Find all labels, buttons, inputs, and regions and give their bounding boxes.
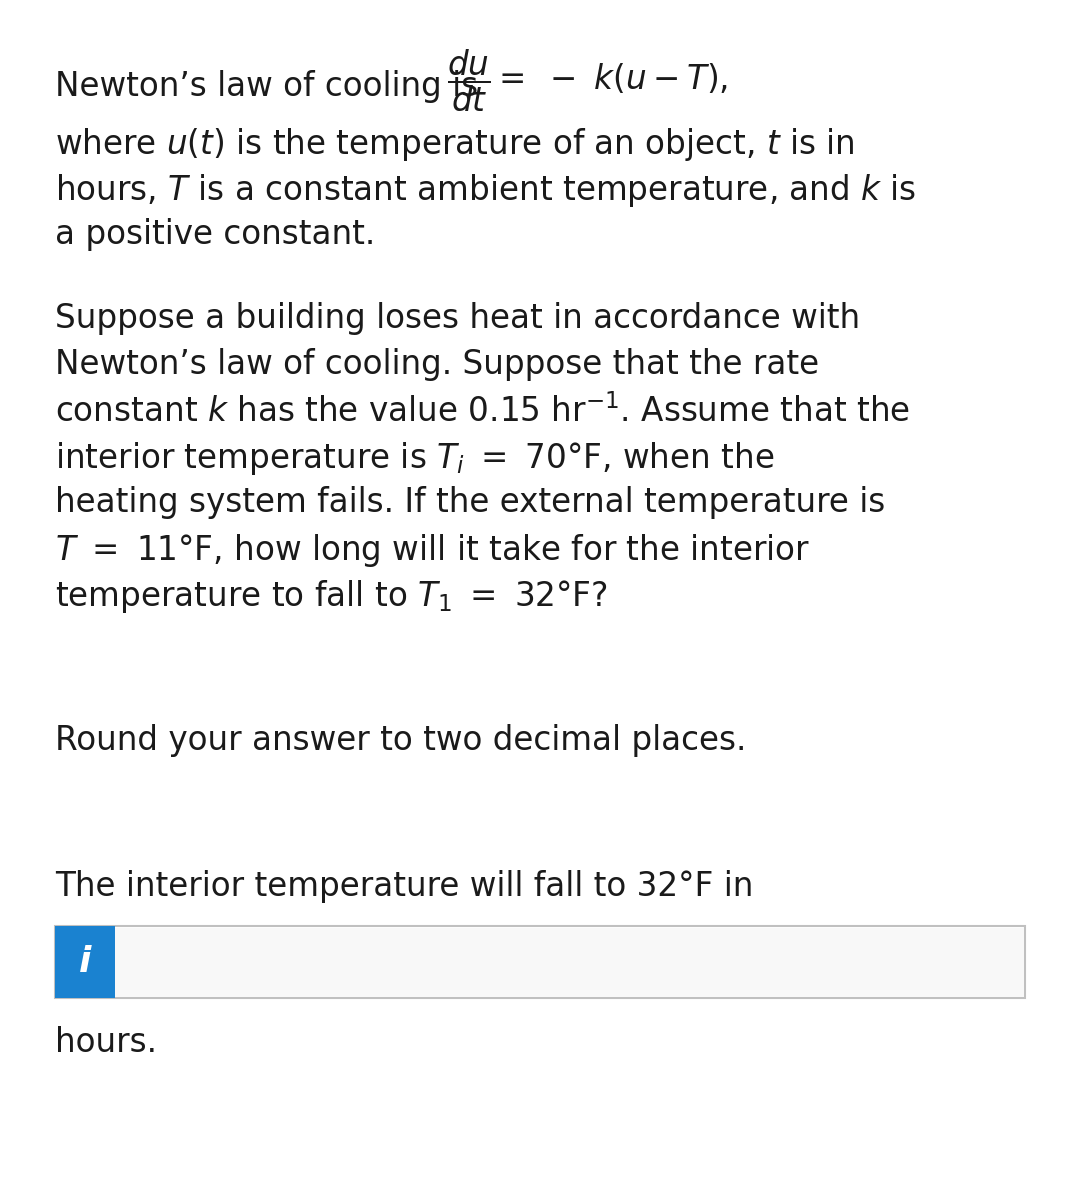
FancyBboxPatch shape <box>56 927 1024 996</box>
Text: Newton’s law of cooling is: Newton’s law of cooling is <box>55 70 478 103</box>
Text: Round your answer to two decimal places.: Round your answer to two decimal places. <box>55 723 746 757</box>
Text: constant $k$ has the value 0.15 hr$^{-1}$. Assume that the: constant $k$ has the value 0.15 hr$^{-1}… <box>55 394 910 429</box>
Text: i: i <box>79 945 91 978</box>
Text: hours, $T$ is a constant ambient temperature, and $k$ is: hours, $T$ is a constant ambient tempera… <box>55 172 916 209</box>
Text: hours.: hours. <box>55 1026 157 1059</box>
Text: Suppose a building loses heat in accordance with: Suppose a building loses heat in accorda… <box>55 302 860 334</box>
Text: where $u(t)$ is the temperature of an object, $t$ is in: where $u(t)$ is the temperature of an ob… <box>55 126 854 162</box>
Text: $T\ =\ 11$°F, how long will it take for the interior: $T\ =\ 11$°F, how long will it take for … <box>55 533 810 569</box>
FancyBboxPatch shape <box>55 926 1025 997</box>
Text: temperature to fall to $T_1\ =\ 32$°F?: temperature to fall to $T_1\ =\ 32$°F? <box>55 578 608 616</box>
Text: $\dfrac{du}{dt} =\ -\ k(u - T),$: $\dfrac{du}{dt} =\ -\ k(u - T),$ <box>447 47 728 114</box>
Text: heating system fails. If the external temperature is: heating system fails. If the external te… <box>55 486 886 519</box>
Text: interior temperature is $T_i\ =\ 70$°F, when the: interior temperature is $T_i\ =\ 70$°F, … <box>55 440 774 477</box>
FancyBboxPatch shape <box>55 926 114 997</box>
Text: a positive constant.: a positive constant. <box>55 218 375 251</box>
Text: The interior temperature will fall to 32°F in: The interior temperature will fall to 32… <box>55 871 754 903</box>
Text: Newton’s law of cooling. Suppose that the rate: Newton’s law of cooling. Suppose that th… <box>55 347 819 381</box>
